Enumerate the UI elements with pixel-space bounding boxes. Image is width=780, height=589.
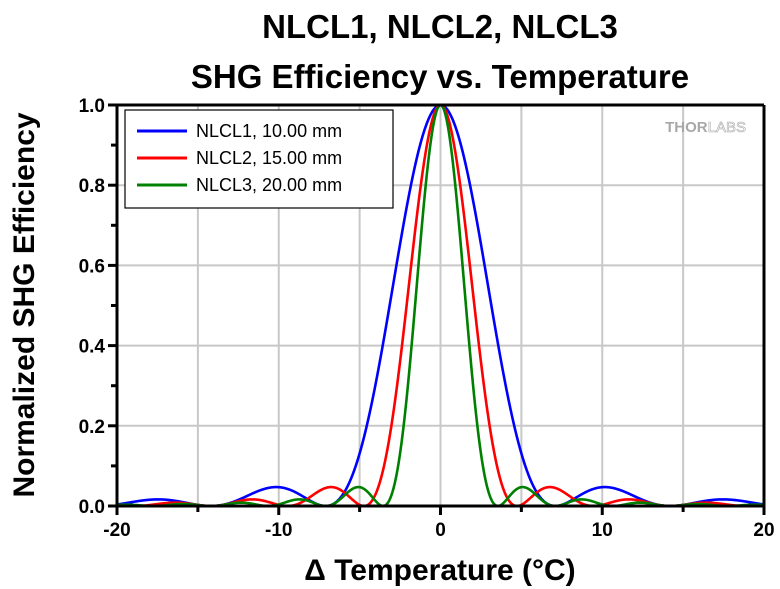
y-tick-label: 0.0 bbox=[79, 497, 105, 518]
y-axis: 0.0 0.2 0.4 0.6 0.8 1.0 bbox=[79, 96, 117, 518]
x-tick-label: -10 bbox=[265, 520, 292, 541]
x-tick-label: 0 bbox=[435, 520, 446, 541]
y-tick-label: 0.6 bbox=[79, 256, 105, 277]
x-tick-label: 10 bbox=[592, 520, 613, 541]
y-tick-label: 1.0 bbox=[79, 96, 105, 117]
legend-label-2: NLCL2, 15.00 mm bbox=[196, 148, 342, 168]
thorlabs-watermark: THORLABS bbox=[665, 119, 746, 136]
legend: NLCL1, 10.00 mm NLCL2, 15.00 mm NLCL3, 20.… bbox=[124, 109, 394, 209]
x-tick-label: 20 bbox=[753, 520, 774, 541]
y-axis-label: Normalized SHG Efficiency bbox=[8, 112, 41, 497]
y-tick-label: 0.8 bbox=[79, 176, 105, 197]
y-tick-label: 0.2 bbox=[79, 417, 105, 438]
legend-label-1: NLCL1, 10.00 mm bbox=[196, 121, 342, 141]
chart-title-line1: NLCL1, NLCL2, NLCL3 bbox=[262, 8, 618, 45]
x-axis-label: Δ Temperature (°C) bbox=[304, 554, 575, 587]
chart-title-line2: SHG Efficiency vs. Temperature bbox=[191, 58, 689, 95]
y-tick-label: 0.4 bbox=[79, 337, 106, 358]
x-tick-label: -20 bbox=[103, 520, 130, 541]
legend-label-3: NLCL3, 20.00 mm bbox=[196, 175, 342, 195]
x-axis: -20 -10 0 10 20 bbox=[103, 506, 775, 541]
